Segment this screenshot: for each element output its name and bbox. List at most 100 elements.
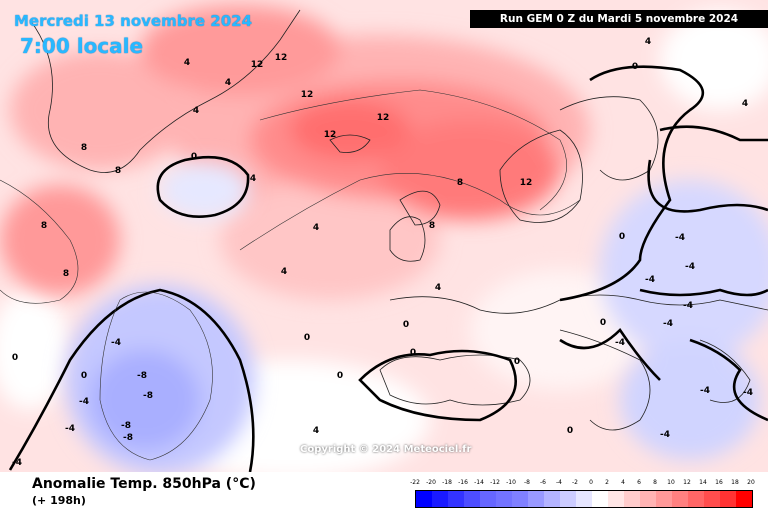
contour-label: -8	[137, 371, 147, 381]
legend-tick: -18	[442, 479, 452, 486]
contour-label: -4	[660, 430, 670, 440]
contour-label: 0	[514, 357, 520, 367]
contour-label: 0	[619, 232, 625, 242]
contour-label: 0	[12, 353, 18, 363]
contour-label: 0	[304, 333, 310, 343]
legend-swatch	[496, 491, 512, 507]
legend-swatch	[576, 491, 592, 507]
contour-label: -4	[663, 319, 673, 329]
legend-tick: -2	[572, 479, 578, 486]
legend-tick: 10	[667, 479, 675, 486]
contour-label: 12	[324, 130, 337, 140]
contour-label: 4	[193, 106, 199, 116]
legend-swatch	[544, 491, 560, 507]
legend-swatch	[624, 491, 640, 507]
cold-anomaly-zones	[65, 162, 768, 472]
contour-label: 0	[81, 371, 87, 381]
contour-label: 12	[301, 90, 314, 100]
contour-label: 8	[429, 221, 435, 231]
contour-label: 8	[115, 166, 121, 176]
isotherm-contours	[0, 89, 581, 461]
legend-swatch	[464, 491, 480, 507]
contour-label: 4	[645, 37, 651, 47]
legend-tick: 12	[683, 479, 691, 486]
legend-swatch	[480, 491, 496, 507]
contour-label: -4	[615, 338, 625, 348]
contour-label: 8	[81, 143, 87, 153]
legend-swatch	[672, 491, 688, 507]
contour-label: 4	[435, 283, 441, 293]
legend-tick: 8	[653, 479, 657, 486]
contour-label: -8	[121, 421, 131, 431]
contour-label: 12	[275, 53, 288, 63]
contour-label: 4	[184, 58, 190, 68]
contour-label: 0	[191, 152, 197, 162]
contour-label: -4	[79, 397, 89, 407]
legend-swatch	[688, 491, 704, 507]
legend-swatch	[608, 491, 624, 507]
legend-tick: 6	[637, 479, 641, 486]
contour-label: 0	[410, 348, 416, 358]
legend-tick: -16	[458, 479, 468, 486]
copyright-watermark: Copyright © 2024 Meteociel.fr	[300, 444, 472, 455]
contour-label: 0	[600, 318, 606, 328]
legend-tick: -8	[524, 479, 530, 486]
legend-tick: -14	[474, 479, 484, 486]
contour-label: 8	[63, 269, 69, 279]
contour-label: 4	[313, 223, 319, 233]
field-name-label: Anomalie Temp. 850hPa (°C)	[32, 476, 256, 492]
legend-tick: -10	[506, 479, 516, 486]
contour-label: -4	[743, 388, 753, 398]
legend-swatch	[560, 491, 576, 507]
legend-swatch	[656, 491, 672, 507]
legend-swatch	[592, 491, 608, 507]
contour-label: -4	[111, 338, 121, 348]
contour-label: 4	[313, 426, 319, 436]
contour-label: -4	[683, 301, 693, 311]
valid-date-title: Mercredi 13 novembre 2024	[14, 12, 253, 30]
zero-contours	[8, 65, 768, 472]
contour-label: -4	[685, 262, 695, 272]
contour-label: -8	[123, 433, 133, 443]
contour-label: -4	[700, 386, 710, 396]
valid-time-title: 7:00 locale	[20, 34, 144, 58]
lead-time-label: (+ 198h)	[32, 494, 86, 507]
legend-tick: 20	[747, 479, 755, 486]
legend-tick-labels: -22 -20 -18 -16 -14 -12 -10 -8 -6 -4 -2 0 2 4 6 8 10 12 14…	[410, 479, 755, 488]
legend-tick: -4	[556, 479, 562, 486]
contour-label: -4	[65, 424, 75, 434]
legend-tick: 2	[605, 479, 609, 486]
contour-label: -4	[675, 233, 685, 243]
legend-swatch	[720, 491, 736, 507]
legend-tick: -20	[426, 479, 436, 486]
legend-tick: 4	[621, 479, 625, 486]
contour-label: 4	[281, 267, 287, 277]
legend-swatch	[704, 491, 720, 507]
legend-swatch	[512, 491, 528, 507]
contour-label: 12	[520, 178, 533, 188]
contour-labels: 12 12 12 12 12 12 8 8 8 8 8 8 4 4 4 4 4 4 4 4 4 4 0 0 0 0 0 0 0 0 0 0 0 0…	[12, 37, 753, 468]
legend-color-scale	[415, 490, 753, 508]
legend-swatch	[432, 491, 448, 507]
contour-label: 0	[632, 62, 638, 72]
legend-tick: 14	[699, 479, 707, 486]
legend-tick: 16	[715, 479, 723, 486]
contour-label: 12	[251, 60, 264, 70]
warm-anomaly-zones	[0, 5, 590, 300]
contour-label: -4	[645, 275, 655, 285]
contour-label: 0	[567, 426, 573, 436]
contour-label: -8	[143, 391, 153, 401]
contour-label: 4	[742, 99, 748, 109]
contour-label: 8	[41, 221, 47, 231]
contour-label: -4	[12, 458, 22, 468]
legend-tick: -6	[540, 479, 546, 486]
legend-tick: 18	[731, 479, 739, 486]
temperature-anomaly-map: 12 12 12 12 12 12 8 8 8 8 8 8 4 4 4 4 4 4 4 4 4 4 0 0 0 0 0 0 0 0 0 0 0 0…	[0, 0, 768, 472]
model-run-info: Run GEM 0 Z du Mardi 5 novembre 2024	[470, 10, 768, 28]
legend-swatch	[528, 491, 544, 507]
legend-tick: 0	[589, 479, 593, 486]
legend-swatch	[640, 491, 656, 507]
contour-label: 0	[403, 320, 409, 330]
contour-label: 4	[250, 174, 256, 184]
contour-label: 12	[377, 113, 390, 123]
